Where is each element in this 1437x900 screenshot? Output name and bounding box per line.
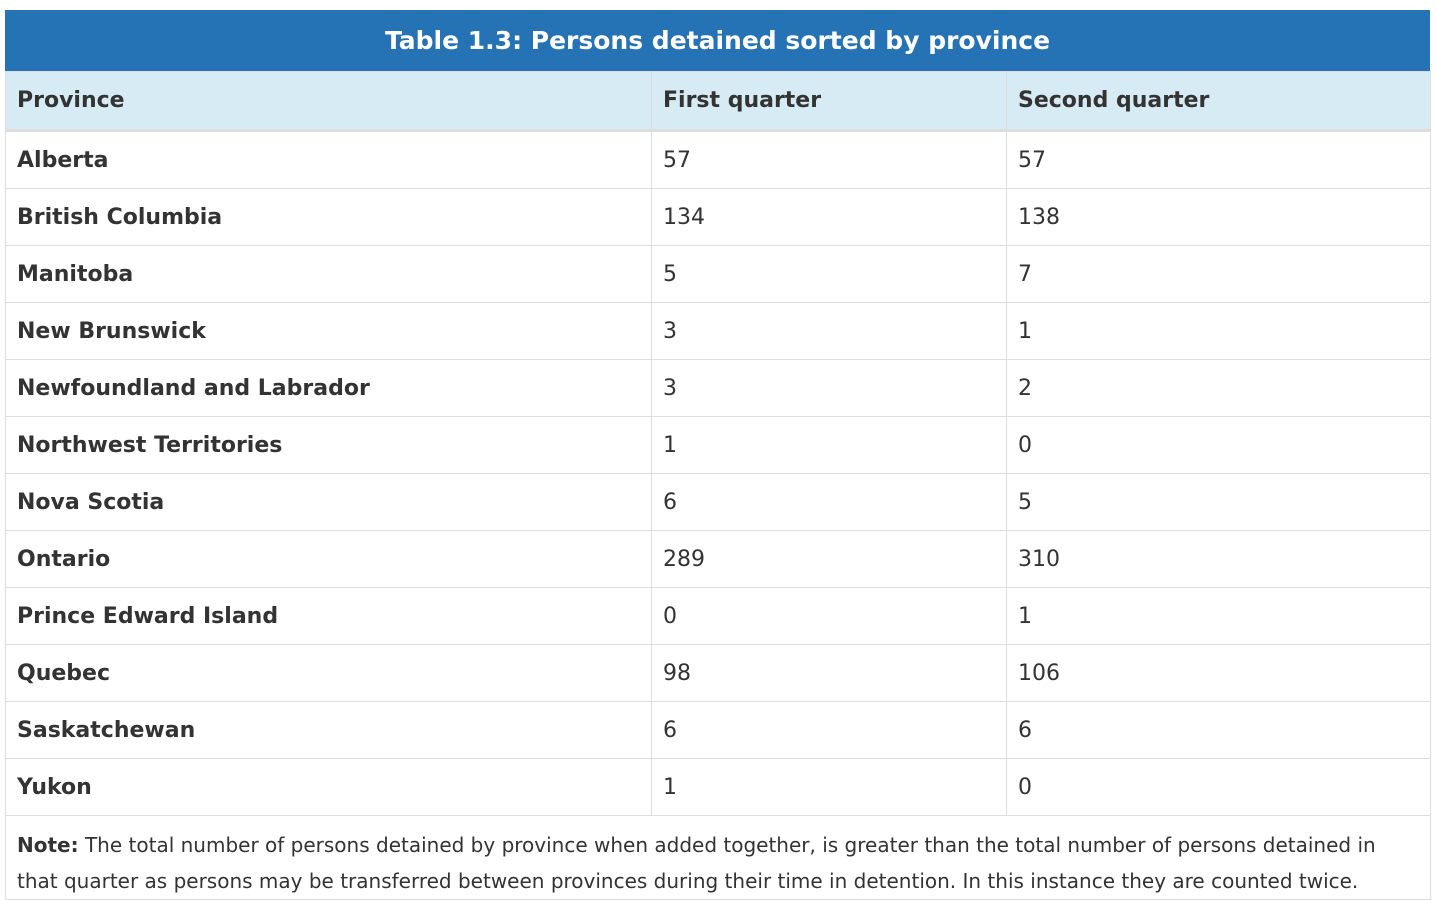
header-province: Province bbox=[5, 71, 652, 132]
note-row: Note: The total number of persons detain… bbox=[5, 815, 1431, 900]
second-quarter-cell: 1 bbox=[1006, 302, 1431, 360]
province-cell: Newfoundland and Labrador bbox=[5, 359, 652, 417]
first-quarter-cell: 1 bbox=[651, 758, 1007, 816]
second-quarter-cell: 5 bbox=[1006, 473, 1431, 531]
header-first-quarter: First quarter bbox=[651, 71, 1007, 132]
second-quarter-cell: 7 bbox=[1006, 245, 1431, 303]
table-row: Manitoba 5 7 bbox=[5, 245, 1431, 303]
header-second-quarter: Second quarter bbox=[1006, 71, 1431, 132]
table-row: Northwest Territories 1 0 bbox=[5, 416, 1431, 474]
second-quarter-cell: 0 bbox=[1006, 758, 1431, 816]
province-cell: Yukon bbox=[5, 758, 652, 816]
second-quarter-cell: 6 bbox=[1006, 701, 1431, 759]
table-note: Note: The total number of persons detain… bbox=[5, 815, 1431, 900]
table-row: British Columbia 134 138 bbox=[5, 188, 1431, 246]
first-quarter-cell: 6 bbox=[651, 701, 1007, 759]
table-row: Prince Edward Island 0 1 bbox=[5, 587, 1431, 645]
detention-table: Province First quarter Second quarter Al… bbox=[5, 71, 1431, 900]
province-cell: New Brunswick bbox=[5, 302, 652, 360]
note-text: The total number of persons detained by … bbox=[17, 833, 1376, 893]
table-container: Table 1.3: Persons detained sorted by pr… bbox=[5, 10, 1431, 900]
province-cell: Quebec bbox=[5, 644, 652, 702]
table-row: Ontario 289 310 bbox=[5, 530, 1431, 588]
second-quarter-cell: 310 bbox=[1006, 530, 1431, 588]
table-row: Alberta 57 57 bbox=[5, 130, 1431, 189]
province-cell: Alberta bbox=[5, 130, 652, 189]
table-row: Quebec 98 106 bbox=[5, 644, 1431, 702]
second-quarter-cell: 106 bbox=[1006, 644, 1431, 702]
province-cell: Manitoba bbox=[5, 245, 652, 303]
table-row: Nova Scotia 6 5 bbox=[5, 473, 1431, 531]
first-quarter-cell: 5 bbox=[651, 245, 1007, 303]
first-quarter-cell: 3 bbox=[651, 359, 1007, 417]
table-row: Saskatchewan 6 6 bbox=[5, 701, 1431, 759]
first-quarter-cell: 134 bbox=[651, 188, 1007, 246]
table-row: Yukon 1 0 bbox=[5, 758, 1431, 816]
table-caption: Table 1.3: Persons detained sorted by pr… bbox=[5, 10, 1430, 71]
note-label: Note: bbox=[17, 833, 79, 857]
province-cell: British Columbia bbox=[5, 188, 652, 246]
province-cell: Prince Edward Island bbox=[5, 587, 652, 645]
first-quarter-cell: 289 bbox=[651, 530, 1007, 588]
province-cell: Nova Scotia bbox=[5, 473, 652, 531]
province-cell: Northwest Territories bbox=[5, 416, 652, 474]
first-quarter-cell: 98 bbox=[651, 644, 1007, 702]
second-quarter-cell: 138 bbox=[1006, 188, 1431, 246]
second-quarter-cell: 1 bbox=[1006, 587, 1431, 645]
first-quarter-cell: 1 bbox=[651, 416, 1007, 474]
first-quarter-cell: 6 bbox=[651, 473, 1007, 531]
table-row: New Brunswick 3 1 bbox=[5, 302, 1431, 360]
second-quarter-cell: 57 bbox=[1006, 130, 1431, 189]
second-quarter-cell: 2 bbox=[1006, 359, 1431, 417]
first-quarter-cell: 3 bbox=[651, 302, 1007, 360]
table-row: Newfoundland and Labrador 3 2 bbox=[5, 359, 1431, 417]
table-body: Alberta 57 57 British Columbia 134 138 Manitob… bbox=[5, 130, 1431, 816]
first-quarter-cell: 0 bbox=[651, 587, 1007, 645]
province-cell: Saskatchewan bbox=[5, 701, 652, 759]
second-quarter-cell: 0 bbox=[1006, 416, 1431, 474]
province-cell: Ontario bbox=[5, 530, 652, 588]
first-quarter-cell: 57 bbox=[651, 130, 1007, 189]
header-row: Province First quarter Second quarter bbox=[5, 71, 1431, 132]
